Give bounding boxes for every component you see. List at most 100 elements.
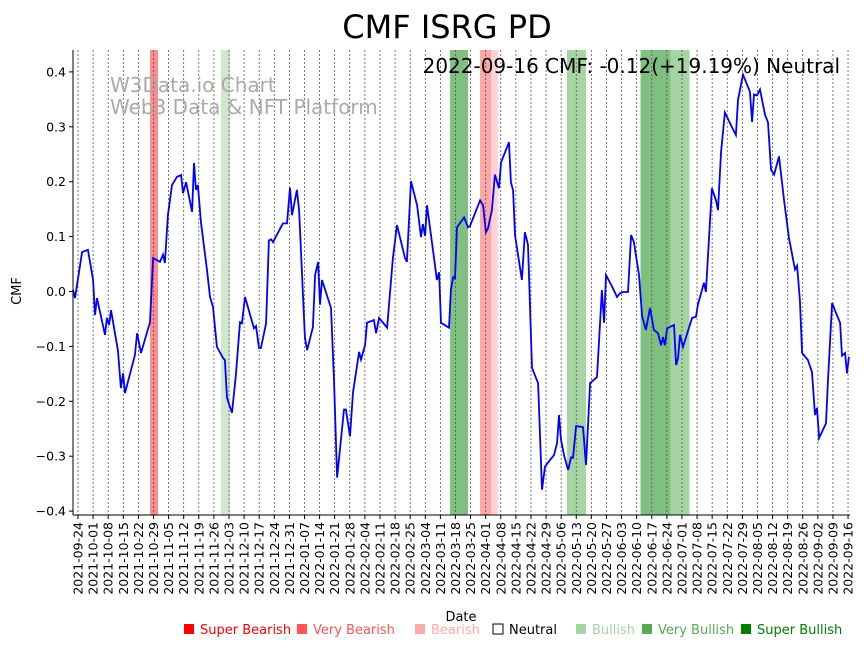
y-axis-label: CMF	[10, 277, 25, 305]
x-tick-label: 2022-08-12	[765, 522, 780, 595]
x-ticks: 2021-09-24 2021-10-01 2021-10-08 2021-10-15…	[71, 515, 856, 595]
x-gridlines	[77, 50, 849, 515]
x-tick-label: 2022-09-16	[841, 522, 856, 595]
legend-label: Very Bearish	[313, 623, 395, 638]
x-tick-label: 2021-10-15	[116, 522, 131, 595]
signal-band	[491, 50, 498, 515]
x-tick-label: 2022-05-06	[554, 522, 569, 595]
legend-label: Bearish	[431, 623, 480, 638]
cmf-line	[72, 71, 850, 490]
legend-swatch	[184, 624, 194, 634]
x-tick-label: 2021-12-24	[267, 522, 282, 595]
x-tick-label: 2022-09-02	[810, 522, 825, 595]
x-tick-label: 2022-03-04	[418, 522, 433, 595]
signal-bands	[150, 50, 690, 515]
x-tick-label: 2022-06-24	[659, 522, 674, 595]
legend-item: Super Bullish	[741, 623, 842, 638]
x-tick-label: 2021-11-12	[176, 522, 191, 595]
chart-annotation: 2022-09-16 CMF: -0.12(+19.19%) Neutral	[423, 54, 840, 78]
x-tick-label: 2021-12-03	[221, 522, 236, 595]
x-tick-label: 2021-12-17	[252, 522, 267, 595]
x-tick-label: 2022-04-22	[523, 522, 538, 595]
x-tick-label: 2022-05-27	[599, 522, 614, 595]
x-tick-label: 2022-05-20	[584, 522, 599, 595]
legend-label: Super Bullish	[757, 623, 842, 638]
legend-item: Very Bearish	[297, 623, 395, 638]
x-tick-label: 2022-01-14	[312, 522, 327, 595]
y-ticks: −0.4 −0.3 −0.2 −0.1 0.0 0.1 0.2 0.3 0.4	[36, 64, 73, 519]
signal-band	[640, 50, 671, 515]
x-tick-label: 2022-01-07	[297, 522, 312, 595]
x-tick-label: 2021-11-26	[206, 522, 221, 595]
x-tick-label: 2022-08-26	[795, 522, 810, 595]
x-tick-label: 2022-02-18	[388, 522, 403, 595]
x-tick-label: 2022-04-01	[478, 522, 493, 595]
legend-label: Bullish	[592, 623, 635, 638]
legend-swatch	[576, 624, 586, 634]
y-tick-label: −0.3	[36, 449, 66, 464]
x-tick-label: 2022-03-11	[433, 522, 448, 595]
y-tick-label: 0.3	[46, 119, 66, 134]
x-tick-label: 2022-02-25	[403, 522, 418, 595]
x-tick-label: 2022-04-08	[493, 522, 508, 595]
x-tick-label: 2022-02-11	[372, 522, 387, 595]
x-tick-label: 2022-07-29	[735, 522, 750, 595]
x-tick-label: 2022-06-10	[629, 522, 644, 595]
legend-item: Super Bearish	[184, 623, 291, 638]
y-tick-label: 0.0	[46, 284, 66, 299]
x-tick-label: 2022-05-13	[569, 522, 584, 595]
watermark-line-1: W3Data.io Chart	[110, 73, 276, 97]
legend-swatch	[297, 624, 307, 634]
x-tick-label: 2022-07-22	[720, 522, 735, 595]
legend-swatch	[741, 624, 751, 634]
x-tick-label: 2021-09-24	[71, 522, 86, 595]
x-tick-label: 2022-04-15	[508, 522, 523, 595]
x-tick-label: 2022-07-08	[690, 522, 705, 595]
x-tick-label: 2021-10-01	[86, 522, 101, 595]
legend: Super Bearish Very Bearish Bearish Neutral B…	[184, 623, 842, 638]
x-tick-label: 2022-08-19	[780, 522, 795, 595]
legend-label: Neutral	[509, 623, 557, 638]
x-tick-label: 2022-08-05	[750, 522, 765, 595]
signal-band	[150, 50, 159, 515]
legend-swatch	[642, 624, 652, 634]
x-tick-label: 2022-01-28	[342, 522, 357, 595]
x-tick-label: 2022-07-01	[674, 522, 689, 595]
watermark-line-2: Web3 Data & NFT Platform	[110, 95, 378, 119]
x-tick-label: 2022-06-17	[644, 522, 659, 595]
y-tick-label: 0.4	[46, 64, 66, 79]
legend-label: Very Bullish	[658, 623, 734, 638]
x-tick-label: 2021-11-05	[161, 522, 176, 595]
x-tick-label: 2021-10-22	[131, 522, 146, 595]
signal-band	[221, 50, 231, 515]
legend-item: Neutral	[492, 623, 557, 638]
x-tick-label: 2021-12-10	[237, 522, 252, 595]
x-tick-label: 2021-10-08	[101, 522, 116, 595]
y-tick-label: 0.1	[46, 229, 66, 244]
x-tick-label: 2022-06-03	[614, 522, 629, 595]
legend-item: Bearish	[415, 623, 480, 638]
y-tick-label: 0.2	[46, 174, 66, 189]
x-tick-label: 2022-01-21	[327, 522, 342, 595]
x-tick-label: 2022-03-25	[463, 522, 478, 595]
y-tick-label: −0.4	[36, 504, 66, 519]
legend-item: Very Bullish	[642, 623, 734, 638]
legend-swatch	[492, 623, 504, 635]
x-axis-label: Date	[445, 610, 476, 625]
legend-label: Super Bearish	[200, 623, 291, 638]
x-tick-label: 2021-12-31	[282, 522, 297, 595]
x-tick-label: 2022-04-29	[539, 522, 554, 595]
y-tick-label: −0.1	[36, 339, 66, 354]
x-tick-label: 2022-07-15	[705, 522, 720, 595]
legend-swatch	[415, 624, 425, 634]
x-tick-label: 2022-09-09	[825, 522, 840, 595]
x-tick-label: 2022-02-04	[357, 522, 372, 595]
x-tick-label: 2021-10-29	[146, 522, 161, 595]
chart-title: CMF ISRG PD	[342, 8, 551, 46]
legend-item: Bullish	[576, 623, 635, 638]
x-tick-label: 2021-11-19	[191, 522, 206, 595]
signal-band	[670, 50, 690, 515]
y-tick-label: −0.2	[36, 394, 66, 409]
x-tick-label: 2022-03-18	[448, 522, 463, 595]
